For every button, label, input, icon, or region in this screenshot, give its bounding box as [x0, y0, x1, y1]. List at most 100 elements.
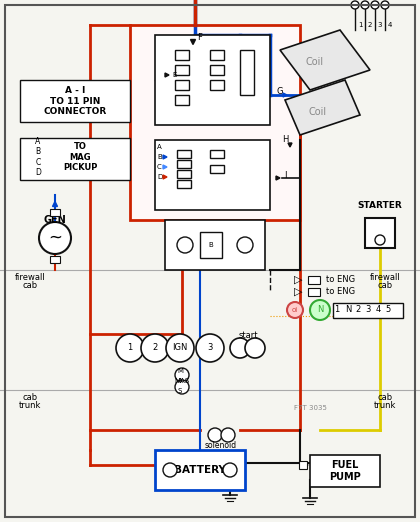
Circle shape [230, 338, 250, 358]
Text: A: A [157, 144, 162, 150]
Bar [20, 80, 130, 122]
Text: 1: 1 [334, 305, 340, 314]
Circle shape [245, 338, 265, 358]
Text: solenoid: solenoid [205, 441, 237, 449]
Bar [310, 455, 380, 487]
Circle shape [196, 334, 224, 362]
Bar [333, 303, 403, 318]
Text: $\triangleright$: $\triangleright$ [293, 274, 303, 287]
Text: A: A [178, 378, 182, 384]
Text: IGN: IGN [172, 343, 188, 352]
Circle shape [166, 334, 194, 362]
Polygon shape [52, 259, 58, 265]
Circle shape [208, 428, 222, 442]
Text: 4: 4 [375, 305, 381, 314]
Text: 5: 5 [386, 305, 391, 314]
Text: cab: cab [378, 281, 393, 291]
Bar [20, 138, 130, 180]
Text: $\triangleright$: $\triangleright$ [293, 286, 303, 299]
Polygon shape [191, 40, 195, 44]
Text: start: start [238, 331, 258, 340]
Text: trunk: trunk [374, 401, 396, 410]
Text: F: F [197, 33, 202, 42]
Circle shape [351, 1, 359, 9]
Circle shape [375, 235, 385, 245]
Bar [240, 50, 254, 95]
Text: BATTERY: BATTERY [174, 465, 226, 475]
Bar [210, 65, 224, 75]
Circle shape [177, 237, 193, 253]
Text: Coil: Coil [309, 107, 327, 117]
Bar [50, 256, 60, 263]
Bar [155, 35, 270, 125]
Text: 3: 3 [365, 305, 371, 314]
Text: S: S [178, 388, 182, 394]
Text: 3: 3 [378, 22, 382, 28]
Polygon shape [163, 155, 167, 159]
Polygon shape [165, 73, 169, 77]
Text: firewall: firewall [370, 274, 400, 282]
Polygon shape [288, 143, 292, 147]
Text: 4: 4 [388, 22, 392, 28]
Text: 1: 1 [358, 22, 362, 28]
Circle shape [223, 463, 237, 477]
Bar [50, 209, 60, 216]
Bar [130, 25, 300, 220]
Bar [155, 450, 245, 490]
Bar [210, 80, 224, 90]
Bar [175, 50, 189, 60]
Bar [210, 150, 224, 158]
Bar [175, 65, 189, 75]
Circle shape [116, 334, 144, 362]
Bar [155, 140, 270, 210]
Text: Coil: Coil [306, 57, 324, 67]
Circle shape [237, 237, 253, 253]
Bar [177, 180, 191, 188]
Polygon shape [285, 80, 360, 135]
Polygon shape [302, 462, 308, 468]
Circle shape [371, 1, 379, 9]
Text: GEN: GEN [44, 215, 66, 225]
Bar [210, 50, 224, 60]
Bar [177, 160, 191, 168]
Bar [177, 170, 191, 178]
Text: cab: cab [22, 281, 37, 291]
Bar [308, 288, 320, 296]
Text: E: E [173, 72, 177, 78]
Bar [210, 165, 224, 173]
Polygon shape [283, 93, 287, 97]
Circle shape [175, 380, 189, 394]
Text: 2: 2 [355, 305, 361, 314]
Text: G: G [277, 87, 283, 96]
Text: TO
MAG
PICKUP: TO MAG PICKUP [63, 142, 97, 172]
Text: trunk: trunk [19, 401, 41, 410]
Text: 3: 3 [207, 343, 213, 352]
Polygon shape [163, 175, 167, 179]
Text: MAS: MAS [174, 378, 189, 384]
Text: H: H [282, 136, 288, 145]
Text: I: I [284, 171, 286, 180]
Bar [200, 232, 222, 258]
Text: 2: 2 [152, 343, 158, 352]
Text: F7T 3035: F7T 3035 [294, 405, 326, 411]
Text: to ENG: to ENG [326, 276, 355, 284]
Text: A
B
C
D: A B C D [35, 137, 41, 177]
Bar [308, 276, 320, 284]
Text: A - I
TO 11 PIN
CONNECTOR: A - I TO 11 PIN CONNECTOR [43, 86, 107, 116]
Bar [177, 150, 191, 158]
Text: N: N [317, 305, 323, 314]
Text: N: N [345, 305, 351, 314]
Circle shape [39, 222, 71, 254]
Text: firewall: firewall [15, 274, 45, 282]
Circle shape [175, 368, 189, 382]
Text: 1: 1 [127, 343, 133, 352]
Text: FUEL
PUMP: FUEL PUMP [329, 460, 361, 482]
Circle shape [310, 300, 330, 320]
Circle shape [381, 1, 389, 9]
Bar [165, 220, 265, 270]
Circle shape [361, 1, 369, 9]
Bar [365, 218, 395, 248]
Bar [299, 461, 307, 469]
Text: B: B [157, 154, 162, 160]
Text: ~: ~ [48, 229, 62, 247]
